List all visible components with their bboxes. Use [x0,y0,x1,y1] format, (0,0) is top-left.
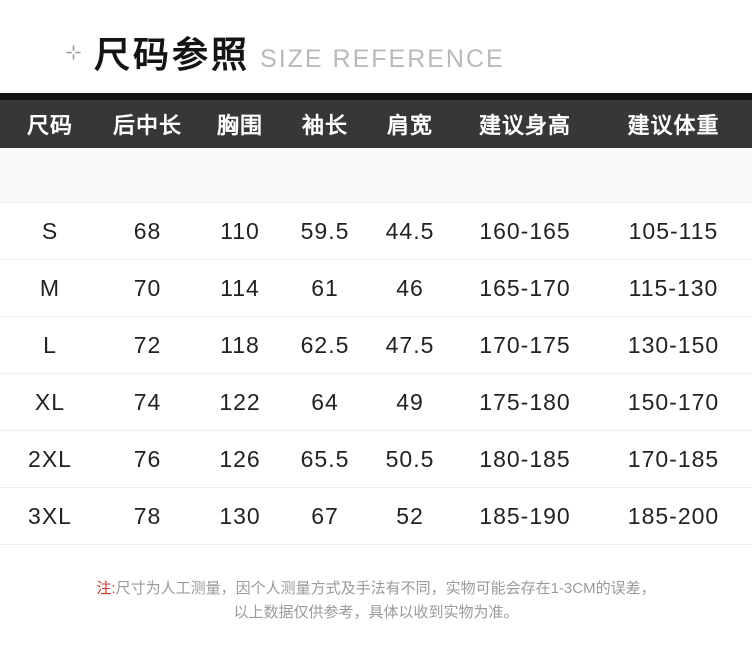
table-row: XL 74 122 64 49 175-180 150-170 [0,373,752,431]
header-cell: 建议身高 [455,93,595,148]
table-cell: 67 [285,487,365,545]
section-subtitle: SIZE REFERENCE [260,45,505,73]
header-cell: 袖长 [285,93,365,148]
table-cell: 185-200 [595,487,752,545]
table-cell: 52 [365,487,455,545]
header-cell: 后中长 [100,93,195,148]
size-table: 尺码 后中长 胸围 袖长 肩宽 建议身高 建议体重 S 68 110 59.5 44.5 160-16… [0,93,752,545]
table-cell: 115-130 [595,259,752,317]
crosshair-icon [66,45,81,60]
table-cell: 2XL [0,430,100,488]
table-cell: 110 [195,202,285,260]
table-cell: 68 [100,202,195,260]
table-cell: 78 [100,487,195,545]
table-cell: 64 [285,373,365,431]
table-cell: 130 [195,487,285,545]
header-cell: 建议体重 [595,93,752,148]
table-cell: 47.5 [365,316,455,374]
section-title: 尺码参照 [94,33,251,75]
table-cell: 180-185 [455,430,595,488]
note: 注:尺寸为人工测量，因个人测量方式及手法有不同，实物可能会存在1-3CM的误差，… [0,577,752,625]
table-cell: XL [0,373,100,431]
table-cell: 165-170 [455,259,595,317]
table-cell: 150-170 [595,373,752,431]
table-cell: 50.5 [365,430,455,488]
table-row: 2XL 76 126 65.5 50.5 180-185 170-185 [0,430,752,488]
table-cell: 44.5 [365,202,455,260]
table-cell: 59.5 [285,202,365,260]
table-row: L 72 118 62.5 47.5 170-175 130-150 [0,316,752,374]
table-cell: 126 [195,430,285,488]
header-cell: 肩宽 [365,93,455,148]
table-cell: S [0,202,100,260]
table-cell: 70 [100,259,195,317]
table-cell: 170-175 [455,316,595,374]
table-cell: 175-180 [455,373,595,431]
table-cell: 46 [365,259,455,317]
table-cell: 3XL [0,487,100,545]
header-cell: 尺码 [0,93,100,148]
table-cell: 62.5 [285,316,365,374]
table-cell: 114 [195,259,285,317]
table-cell: M [0,259,100,317]
table-header-row: 尺码 后中长 胸围 袖长 肩宽 建议身高 建议体重 [0,93,752,148]
table-row: M 70 114 61 46 165-170 115-130 [0,259,752,317]
table-cell: 185-190 [455,487,595,545]
table-cell: 49 [365,373,455,431]
table-cell: 72 [100,316,195,374]
table-cell: 61 [285,259,365,317]
table-cell: 130-150 [595,316,752,374]
table-row: S 68 110 59.5 44.5 160-165 105-115 [0,202,752,260]
table-cell: 170-185 [595,430,752,488]
note-line1: 尺寸为人工测量，因个人测量方式及手法有不同，实物可能会存在1-3CM的误差， [115,580,656,597]
table-cell: 122 [195,373,285,431]
table-cell: 76 [100,430,195,488]
table-row: 3XL 78 130 67 52 185-190 185-200 [0,487,752,545]
table-cell: 160-165 [455,202,595,260]
spacer-row [0,148,752,203]
table-cell: 118 [195,316,285,374]
note-line2: 以上数据仅供参考，具体以收到实物为准。 [233,604,519,621]
header-cell: 胸围 [195,93,285,148]
table-cell: 65.5 [285,430,365,488]
section-header: 尺码参照 SIZE REFERENCE [0,0,752,93]
note-prefix: 注: [96,580,116,597]
table-cell: 105-115 [595,202,752,260]
table-cell: L [0,316,100,374]
table-cell: 74 [100,373,195,431]
